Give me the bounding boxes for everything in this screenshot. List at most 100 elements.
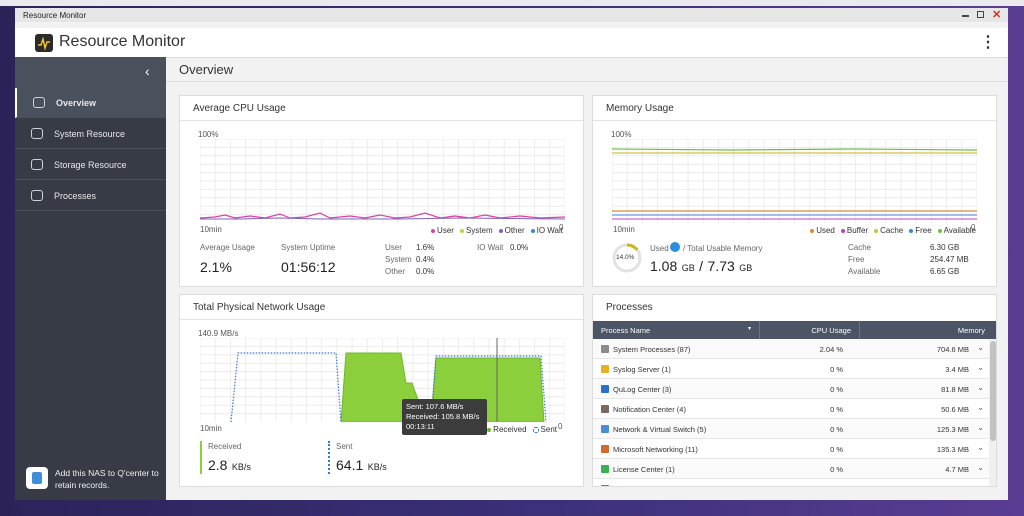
axis-label: 10min: [200, 225, 222, 234]
title-bar: Resource Monitor ✕: [15, 8, 1008, 22]
close-button[interactable]: ✕: [992, 9, 1002, 21]
detail-label: Free: [848, 255, 865, 264]
legend-item: IO Wait: [530, 226, 563, 235]
process-name: QuLog Center (3): [613, 385, 672, 394]
process-row[interactable]: System Processes (87) 2.04 % 704.6 MB ⌄: [593, 339, 989, 359]
detail-value: 254.47 MB: [930, 255, 969, 264]
expand-icon[interactable]: ⌄: [977, 423, 984, 432]
stat-label: Other: [385, 267, 406, 276]
expand-icon[interactable]: ⌄: [977, 463, 984, 472]
legend-label: Sent: [540, 425, 557, 434]
stat-label: User: [385, 243, 402, 252]
stat-label: System: [385, 255, 412, 264]
tooltip-line: Sent: 107.6 MB/s: [406, 402, 464, 411]
tooltip-line: Received: 105.8 MB/s: [406, 412, 480, 421]
other-line: [200, 217, 565, 220]
received-value: 2.8: [208, 457, 228, 473]
legend-item: Received: [487, 425, 527, 434]
panel-title: Average CPU Usage: [193, 103, 286, 114]
process-row[interactable]: Notification Center (4) 0 % 50.6 MB ⌄: [593, 399, 989, 419]
collapse-button[interactable]: ‹: [145, 63, 150, 79]
app-icon-graph: [38, 36, 50, 51]
info-icon[interactable]: [670, 242, 680, 252]
stat-value: 1.6%: [416, 243, 435, 252]
process-row[interactable]: Microsoft Networking (11) 0 % 135.3 MB ⌄: [593, 439, 989, 459]
nav-icon: [31, 159, 43, 170]
column-header[interactable]: Memory: [957, 326, 985, 335]
process-cpu: 0 %: [830, 425, 843, 434]
process-cpu: 0 %: [830, 445, 843, 454]
expand-icon[interactable]: ⌄: [977, 363, 984, 372]
panel-title: Processes: [606, 302, 653, 313]
process-memory: 4.7 MB: [945, 465, 969, 474]
process-name: Microsoft Networking (11): [613, 445, 698, 454]
expand-icon[interactable]: ⌄: [977, 483, 984, 486]
divider: [180, 319, 583, 320]
expand-icon[interactable]: ⌄: [977, 443, 984, 452]
tooltip: Sent: 107.6 MB/s Received: 105.8 MB/s 00:1…: [402, 399, 487, 435]
sent-value: 64.1: [336, 457, 364, 473]
cpu-panel: Average CPU Usage 100% 10min 0 User Syste…: [179, 95, 584, 287]
more-menu[interactable]: ⋮: [980, 34, 996, 51]
legend-item: Buffer: [840, 226, 868, 235]
legend-label: User: [437, 226, 454, 235]
column-header[interactable]: Process Name: [601, 326, 651, 335]
donut-label: 14.0%: [616, 254, 635, 261]
stat-value: 0.0%: [510, 243, 529, 252]
expand-icon[interactable]: ⌄: [977, 383, 984, 392]
nav-item[interactable]: System Resource: [15, 119, 166, 149]
scrollbar[interactable]: [989, 339, 996, 486]
memory-chart: [612, 139, 977, 223]
legend-dot: [909, 228, 914, 233]
stat-value: 01:56:12: [281, 259, 336, 275]
legend: Received Sent: [487, 425, 557, 434]
expand-icon[interactable]: ⌄: [977, 343, 984, 352]
axis-label: 0: [971, 223, 976, 232]
legend-dot: [431, 228, 436, 233]
process-row[interactable]: Network & Virtual Switch (5) 0 % 125.3 MB ⌄: [593, 419, 989, 439]
column-header[interactable]: CPU Usage: [811, 326, 851, 335]
process-memory: 81.8 MB: [941, 385, 969, 394]
nav-item[interactable]: Processes: [15, 181, 166, 211]
window-title: Resource Monitor: [23, 11, 87, 20]
received-stat: 2.8 KB/s: [208, 457, 251, 475]
process-name: Kernel Processes (526): [613, 485, 691, 486]
user-line: [200, 212, 565, 219]
legend-item: Sent: [532, 425, 557, 434]
legend: Used Buffer Cache Free Available: [810, 226, 976, 235]
network-chart: [200, 338, 565, 422]
legend-dot: [532, 426, 539, 433]
process-name: Notification Center (4): [613, 405, 686, 414]
detail-label: Cache: [848, 243, 872, 252]
minimize-button[interactable]: [962, 15, 969, 17]
table-body: System Processes (87) 2.04 % 704.6 MB ⌄ Sysl…: [593, 339, 989, 486]
legend-label: IO Wait: [536, 226, 563, 235]
sort-icon[interactable]: ▾: [748, 326, 752, 332]
panel-title: Memory Usage: [606, 103, 674, 114]
nav-item[interactable]: Storage Resource: [15, 150, 166, 180]
process-icon: [601, 345, 609, 353]
expand-icon[interactable]: ⌄: [977, 403, 984, 412]
process-row[interactable]: Kernel Processes (526) 0 % 0 KB ⌄: [593, 479, 989, 486]
process-cpu: 2.04 %: [819, 345, 843, 354]
legend: User System Other IO Wait: [431, 226, 563, 235]
total-value: 7.73: [707, 258, 735, 274]
process-row[interactable]: QuLog Center (3) 0 % 81.8 MB ⌄: [593, 379, 989, 399]
process-row[interactable]: License Center (1) 0 % 4.7 MB ⌄: [593, 459, 989, 479]
legend-dot: [840, 228, 845, 233]
table-header: Process Name ▾ CPU Usage Memory: [593, 321, 996, 339]
scroll-thumb[interactable]: [990, 341, 996, 441]
legend-item: Available: [937, 226, 976, 235]
process-cpu: 0 %: [830, 385, 843, 394]
tooltip-line: 00:13:11: [406, 422, 435, 431]
available-line: [612, 148, 977, 151]
process-icon: [601, 445, 609, 453]
legend-label: Received: [493, 425, 527, 434]
process-row[interactable]: Syslog Server (1) 0 % 3.4 MB ⌄: [593, 359, 989, 379]
process-cpu: 0 %: [830, 405, 843, 414]
legend-dot: [487, 427, 492, 432]
process-icon: [601, 465, 609, 473]
nav-item[interactable]: Overview: [15, 88, 166, 118]
qcenter-icon: [26, 467, 48, 489]
maximize-button[interactable]: [977, 11, 984, 18]
